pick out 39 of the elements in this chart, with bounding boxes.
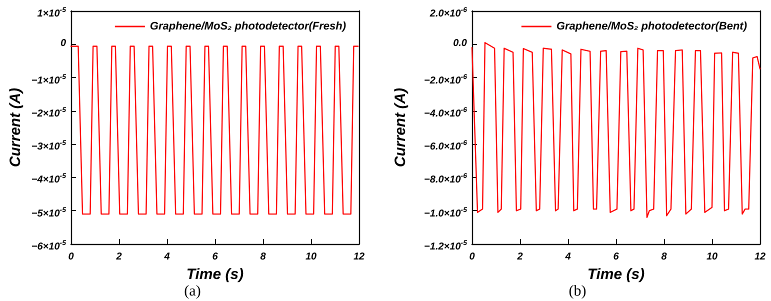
y-tick-label: −4.0×10$^{-6}$ (424, 106, 467, 122)
x-tick-label: 2 (115, 252, 122, 262)
y-tick-label: 0.0 (453, 37, 467, 52)
y-tick-label: −6×10$^{-5}$ (31, 239, 66, 254)
x-tick-label: 8 (260, 252, 266, 262)
y-tick-label: −2.0×10$^{-6}$ (424, 72, 467, 88)
x-tick-label: 0 (68, 252, 74, 262)
y-axis-title: Current (A) (7, 88, 24, 168)
y-tick-label: −4×10$^{-5}$ (31, 172, 66, 188)
x-tick-label: 6 (613, 252, 620, 262)
legend-label: Graphene/MoS₂ photodetector(Fresh) (150, 20, 346, 32)
y-tick-label: −5×10$^{-5}$ (31, 206, 66, 222)
y-tick-label: 1×10$^{-5}$ (37, 6, 66, 22)
text: (b) (568, 284, 586, 300)
x-tick-label: 10 (305, 252, 317, 262)
x-tick-label: 0 (469, 252, 476, 262)
y-tick-label: −1.2×10$^{-5}$ (424, 239, 467, 254)
x-tick-label: 2 (516, 252, 524, 262)
x-tick-label: 10 (706, 252, 718, 262)
x-axis-title: Time (s) (587, 266, 645, 283)
line-series (471, 42, 761, 218)
y-axis-title: Current (A) (392, 88, 409, 168)
x-tick-label: 4 (163, 252, 170, 262)
x-tick-label: 4 (564, 252, 572, 262)
y-tick-label: −8.0×10$^{-6}$ (424, 172, 467, 188)
x-tick-label: 12 (754, 252, 766, 262)
y-tick-label: 2.0×10$^{-6}$ (430, 6, 467, 22)
y-tick-label: −6.0×10$^{-6}$ (424, 139, 467, 154)
y-tick-label: −3×10$^{-5}$ (31, 139, 66, 154)
y-tick-label: −2×10$^{-5}$ (31, 106, 66, 122)
x-tick-label: 6 (212, 252, 218, 262)
x-tick-label: 8 (661, 252, 668, 262)
x-tick-label: 12 (353, 252, 365, 262)
y-tick-label: −1×10$^{-5}$ (31, 72, 66, 88)
text: (a) (184, 284, 201, 300)
y-tick-label: 0 (60, 37, 66, 52)
x-axis-title: Time (s) (186, 266, 244, 283)
y-tick-label: −1.0×10$^{-5}$ (424, 206, 467, 222)
legend-label: Graphene/MoS₂ photodetector(Bent) (556, 20, 748, 32)
